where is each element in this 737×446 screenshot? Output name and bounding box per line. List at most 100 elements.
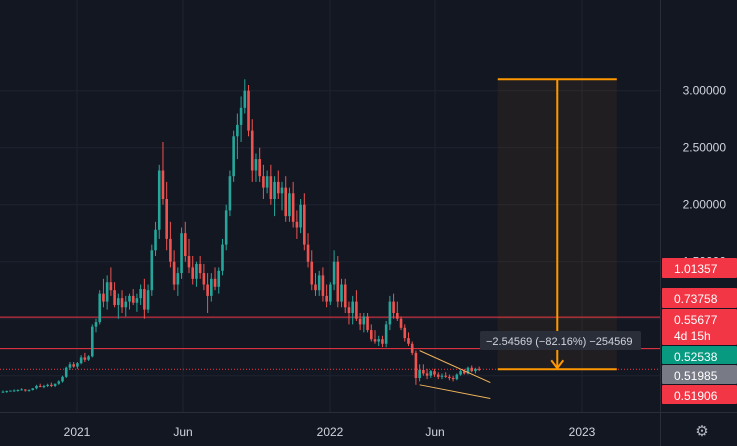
price-tag-label: 0.55677 (674, 313, 718, 327)
candle-body (288, 193, 291, 217)
candle-body (303, 204, 306, 245)
candle-body (329, 284, 332, 302)
candle-body (109, 282, 113, 291)
candle-body (94, 322, 98, 327)
candle-body (399, 318, 403, 328)
y-tick-label: 2.00000 (683, 198, 727, 212)
time-axis[interactable]: 2021 Jun 2022 Jun 2023 (64, 425, 596, 439)
candle-body (236, 124, 239, 137)
candle-body (440, 375, 444, 377)
trendlines[interactable] (419, 350, 491, 399)
candle-body (262, 176, 265, 188)
candle-body (143, 289, 146, 310)
candle-body (295, 221, 299, 228)
price-tag (662, 258, 737, 278)
candle-body (232, 136, 235, 177)
candle-body (57, 381, 61, 384)
candle-body (9, 390, 12, 392)
candle-body (169, 238, 172, 262)
candle-body (340, 284, 343, 302)
candle-body (396, 313, 399, 319)
candle-body (72, 364, 75, 367)
candle-body (384, 324, 388, 344)
candle-body (474, 368, 477, 372)
candle-body (165, 199, 168, 239)
candle-body (206, 284, 209, 296)
candle-body (403, 327, 407, 339)
candle-body (117, 298, 120, 306)
candle-body (317, 275, 321, 291)
candle-body (50, 384, 53, 386)
candle-body (68, 364, 72, 368)
gear-icon[interactable]: ⚙ (695, 423, 709, 440)
price-tag (662, 365, 737, 384)
candle-body (150, 250, 154, 291)
candle-body (462, 371, 466, 374)
candle-body (35, 385, 38, 389)
candle-body (470, 367, 474, 372)
price-tag-label: 0.51906 (674, 389, 718, 403)
candle-body (16, 389, 20, 391)
candle-body (284, 187, 288, 217)
trendline-upper[interactable] (419, 350, 491, 383)
candle-body (38, 385, 42, 388)
candle-body (198, 263, 202, 274)
price-tag-countdown: 4d 15h (674, 329, 711, 343)
candle-body (355, 301, 358, 319)
price-tag-label: 0.73758 (674, 292, 718, 306)
candle-body (254, 159, 258, 171)
x-tick-label: Jun (173, 425, 192, 439)
candle-body (466, 367, 470, 374)
candle-body (239, 107, 243, 125)
candle-body (187, 256, 191, 268)
candle-body (154, 229, 157, 251)
candle-body (459, 371, 462, 375)
candle-body (358, 318, 362, 325)
candle-body (180, 233, 183, 274)
candle-body (76, 363, 79, 367)
x-tick-label: 2022 (317, 425, 344, 439)
y-tick-label: 3.00000 (683, 84, 727, 98)
candle-body (310, 261, 314, 285)
candle-body (24, 389, 27, 391)
candles (1, 79, 481, 393)
measure-label: −2.54569 (−82.16%) −254569 (480, 331, 641, 350)
candle-body (157, 170, 161, 230)
candle-body (414, 352, 418, 378)
candle-body (388, 301, 392, 325)
x-tick-label: Jun (425, 425, 444, 439)
price-tag (662, 288, 737, 308)
candle-body (90, 326, 94, 357)
candle-body (291, 193, 295, 222)
candle-body (314, 284, 317, 291)
candle-body (410, 343, 414, 353)
candle-body (258, 159, 261, 177)
candle-body (280, 187, 284, 194)
candle-body (429, 371, 433, 376)
candle-body (221, 244, 224, 271)
candle-body (444, 375, 447, 377)
x-tick-label: 2021 (64, 425, 91, 439)
measure-tool[interactable] (497, 78, 617, 371)
candle-body (247, 90, 250, 131)
candle-body (102, 293, 105, 302)
measure-arrow-head (550, 359, 565, 370)
measure-label-bg (480, 331, 641, 350)
candle-body (105, 282, 109, 302)
measure-label-text: −2.54569 (−82.16%) −254569 (486, 336, 633, 348)
candle-body (451, 377, 455, 380)
x-tick-label: 2023 (569, 425, 596, 439)
price-tag-label: 0.52538 (674, 350, 718, 364)
candle-body (176, 273, 180, 285)
candle-body (369, 330, 373, 340)
candle-body (120, 298, 124, 308)
candle-body (217, 270, 221, 287)
candle-body (265, 176, 269, 188)
candle-body (31, 388, 35, 390)
trendline-lower[interactable] (419, 384, 491, 399)
candle-body (1, 391, 5, 393)
candle-body (347, 307, 351, 313)
candle-body (276, 181, 280, 194)
